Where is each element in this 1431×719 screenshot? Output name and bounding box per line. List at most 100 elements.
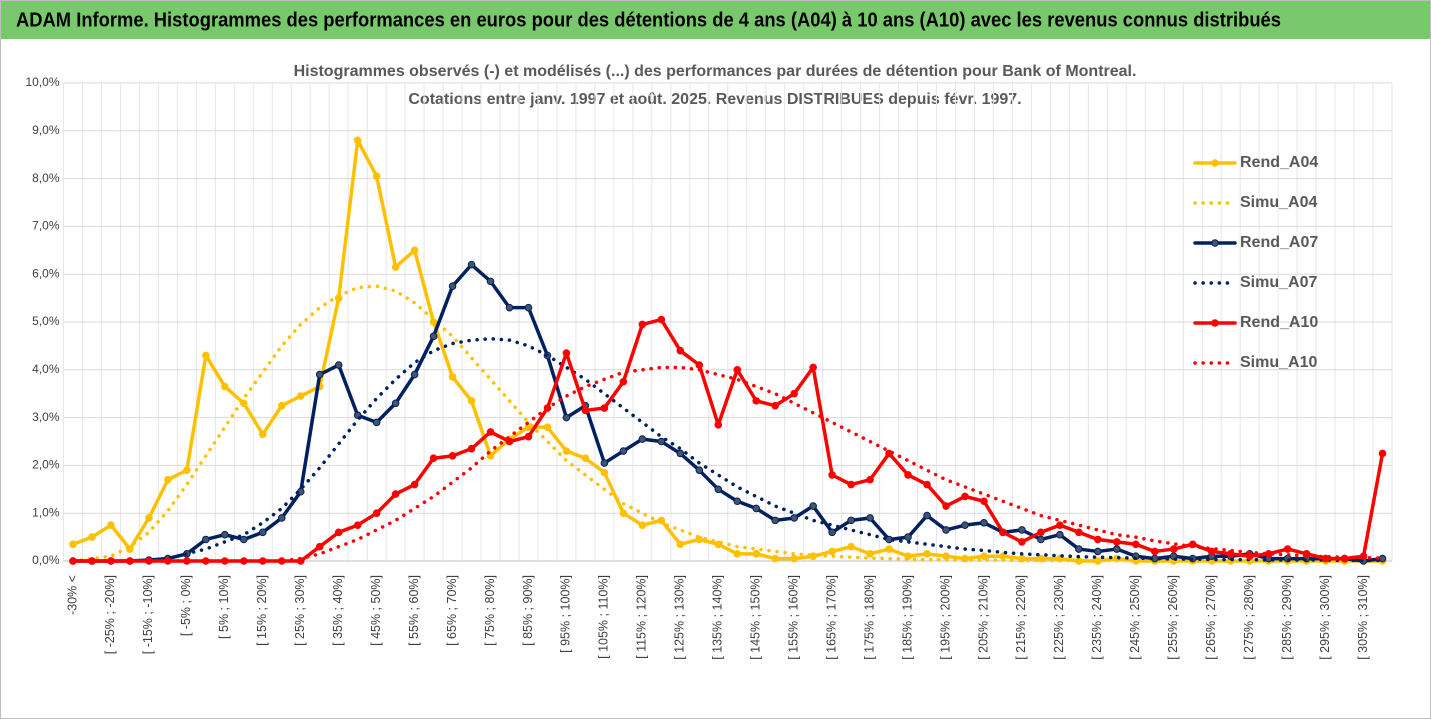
point: [164, 475, 172, 484]
point: [942, 526, 950, 534]
point: [923, 550, 931, 558]
point: [562, 447, 571, 455]
x-tick-label: [ 165% ; 170%]: [824, 575, 838, 660]
point: [1056, 521, 1064, 529]
point: [581, 454, 590, 463]
point: [847, 542, 855, 551]
point: [277, 514, 286, 522]
point: [505, 303, 514, 312]
point: [543, 423, 552, 431]
simulated-line: [71, 284, 1385, 563]
point: [353, 136, 362, 145]
point: [107, 521, 115, 529]
point: [790, 554, 798, 563]
x-tick-label: [ 185% ; 190%]: [900, 575, 914, 660]
y-tick-label: 1,0%: [32, 505, 60, 519]
point: [486, 428, 495, 436]
x-tick-label: [ 255% ; 260%]: [1166, 575, 1180, 660]
point: [1169, 545, 1178, 553]
point: [486, 277, 495, 286]
observed-line: [71, 262, 1385, 563]
point: [296, 392, 305, 400]
point: [467, 260, 476, 269]
point: [183, 466, 191, 474]
point: [809, 363, 817, 372]
point: [1075, 528, 1083, 537]
point: [638, 521, 647, 529]
point: [372, 172, 381, 181]
x-tick-label: [ -25% ; -20%]: [103, 575, 117, 654]
legend-label: Simu_A04: [1240, 194, 1317, 211]
x-tick-label: [ -5% ; 0%]: [179, 575, 193, 636]
point: [904, 471, 912, 479]
page-title: ADAM Informe. Histogrammes des performan…: [16, 9, 1281, 31]
x-tick-label: [ 215% ; 220%]: [1014, 575, 1028, 660]
point: [980, 497, 988, 506]
x-tick-label: [ 175% ; 180%]: [862, 575, 876, 660]
point: [733, 366, 742, 374]
point: [1245, 552, 1254, 561]
point: [562, 413, 571, 422]
point: [828, 471, 836, 479]
point: [391, 490, 400, 498]
point: [1056, 530, 1064, 539]
point: [145, 514, 153, 522]
point: [202, 351, 210, 360]
point: [790, 389, 798, 398]
x-tick-label: [ 35% ; 40%]: [331, 575, 345, 646]
point: [353, 521, 362, 529]
point: [1094, 535, 1102, 544]
point: [733, 550, 742, 558]
legend: Rend_A04 Simu_A04 Rend_A07 Simu_A07 Rend_A10…: [1193, 154, 1318, 371]
point: [600, 468, 609, 477]
point: [771, 554, 779, 563]
x-tick-label: [ 295% ; 300%]: [1318, 575, 1332, 660]
point: [448, 282, 457, 290]
point: [1113, 545, 1121, 553]
point: [448, 373, 457, 381]
x-tick-label: [ 25% ; 30%]: [293, 575, 307, 646]
point: [904, 533, 912, 541]
point: [676, 540, 685, 549]
point: [695, 466, 704, 474]
legend-label: Rend_A04: [1240, 154, 1318, 171]
y-tick-label: 4,0%: [32, 362, 60, 376]
point: [429, 332, 438, 341]
point: [467, 397, 476, 405]
point: [809, 502, 817, 510]
plot: [69, 136, 1387, 565]
point: [372, 509, 381, 518]
point: [961, 492, 969, 501]
point: [676, 449, 685, 458]
point: [277, 401, 286, 410]
point: [657, 437, 666, 446]
x-tick-label: [ 155% ; 160%]: [786, 575, 800, 660]
point: [942, 502, 950, 510]
point: [790, 514, 798, 522]
point: [657, 315, 666, 324]
x-tick-label: [ 225% ; 230%]: [1052, 575, 1066, 660]
point: [1283, 545, 1292, 553]
point: [448, 452, 457, 460]
legend-label: Simu_A10: [1240, 354, 1317, 371]
point: [752, 504, 761, 513]
point: [638, 320, 647, 329]
point: [714, 420, 723, 429]
x-tick-label: [ 205% ; 210%]: [976, 575, 990, 660]
point: [923, 511, 931, 520]
x-tick-label: [ 265% ; 270%]: [1204, 575, 1218, 660]
y-tick-label: 3,0%: [32, 410, 60, 424]
legend-label: Simu_A07: [1240, 274, 1317, 291]
point: [885, 545, 893, 553]
chart-subtitle: Cotations entre janv. 1997 et août. 2025…: [408, 91, 1021, 108]
point: [410, 370, 419, 379]
y-tick-label: 9,0%: [32, 123, 60, 137]
point: [221, 530, 229, 539]
point: [69, 540, 77, 549]
point: [1131, 540, 1140, 549]
point: [638, 435, 647, 443]
point: [1094, 547, 1102, 556]
point: [866, 514, 874, 522]
